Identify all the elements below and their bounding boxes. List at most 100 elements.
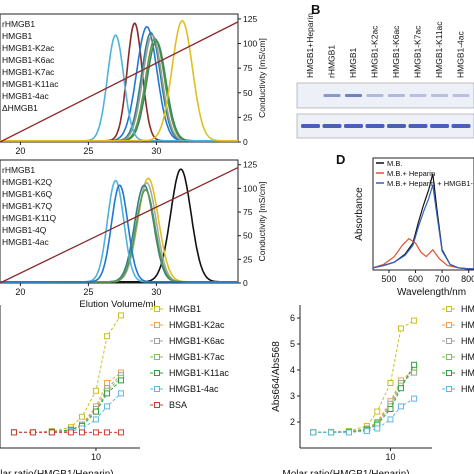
series-line-6 xyxy=(0,184,238,283)
data-point xyxy=(92,387,99,394)
conductivity-line xyxy=(0,166,239,284)
legend-label: HMGB1-4ac xyxy=(2,91,50,101)
lane-label: HMGB1-4ac xyxy=(456,30,466,78)
legend-label: HMGB1-4ac xyxy=(2,237,50,247)
legend-label: rHMGB1 xyxy=(2,19,35,29)
series-line-5 xyxy=(313,398,415,433)
legend-label: BSA xyxy=(169,400,187,410)
legend-label: HMGB1-4ac xyxy=(169,384,219,394)
lane-label: rHMGB1 xyxy=(327,45,337,78)
y-tick-label-right: 100 xyxy=(243,183,257,193)
data-point xyxy=(118,377,125,384)
legend-label: HMGB1-K11ac xyxy=(169,368,229,378)
legend-label: M.B.+ Heparin xyxy=(387,169,435,178)
data-point xyxy=(92,429,99,436)
legend-label: HMGB1-K2ac xyxy=(169,320,225,330)
x-axis-label: Molar ratio(HMGB1/Heparin) xyxy=(0,469,114,474)
series-line-0 xyxy=(14,315,122,433)
lane-label: HMGB1+Heparin xyxy=(305,13,315,78)
legend-marker xyxy=(446,322,452,328)
band-bottom xyxy=(301,124,320,128)
data-point xyxy=(104,333,111,340)
band-bottom xyxy=(408,124,428,128)
data-point xyxy=(328,429,335,436)
chromatogram-bottom: 20 25 30 0 25 50 75 100 125 Conductivity [mS/cm] r… xyxy=(0,159,267,310)
y-tick-label: 2 xyxy=(290,417,295,427)
x-tick-label: 20 xyxy=(15,287,25,297)
x-tick-label: 500 xyxy=(381,274,396,284)
lane-label: HMGB1-K7ac xyxy=(413,25,423,78)
plot-frame xyxy=(372,157,474,271)
data-point xyxy=(397,325,404,332)
x-axis-label: Wavelength/nm xyxy=(397,287,466,298)
x-axis-label: Molar ratio(HMGB1/Heparin) xyxy=(282,469,409,474)
x-tick-label: 600 xyxy=(408,274,423,284)
ratio-chart-right: 2 3 4 5 6 10 HM HM HM HM HM HM Molar ratio(HMGB1/Hep… xyxy=(271,304,474,474)
ratio-chart-left: 10 HMGB1 HMGB1-K2ac HMGB1-K6ac HMGB1-K7ac HMG… xyxy=(0,304,229,474)
legend-label: HM xyxy=(461,336,474,346)
x-tick-label: 20 xyxy=(15,146,25,156)
data-point xyxy=(78,429,85,436)
data-point xyxy=(118,312,125,319)
y-tick-label-right: 50 xyxy=(243,88,253,98)
y-tick-label: 6 xyxy=(290,313,295,323)
y-tick-label: 4 xyxy=(290,365,295,375)
y-tick-label-right: 75 xyxy=(243,207,253,217)
legend-label: HMGB1-K6Q xyxy=(2,189,52,199)
y-tick-label-right: 25 xyxy=(243,254,253,264)
y-tick-label: 5 xyxy=(290,339,295,349)
legend-label: HM xyxy=(461,304,474,314)
band-bottom xyxy=(430,124,449,128)
x-tick-label: 30 xyxy=(151,287,161,297)
data-point xyxy=(78,413,85,420)
data-point xyxy=(387,406,394,412)
band-bottom xyxy=(387,124,406,128)
band-top xyxy=(431,94,448,97)
plot-frame xyxy=(0,13,239,143)
legend-label: HM xyxy=(461,352,474,362)
x-tick-label: 25 xyxy=(83,287,93,297)
y-axis-label: Abs664/Abs568 xyxy=(271,341,282,412)
series-line-0 xyxy=(313,320,415,433)
x-tick-label: 10 xyxy=(385,452,395,462)
legend-label: M.B.+ Heparin + HMGB1- xyxy=(387,179,473,188)
y-axis-label: Absorbance xyxy=(354,187,365,241)
legend-marker xyxy=(154,354,160,360)
legend-marker xyxy=(446,370,452,376)
plot-frame xyxy=(0,159,239,284)
legend-marker xyxy=(154,322,160,328)
data-point xyxy=(118,390,125,397)
data-point xyxy=(411,361,418,368)
band-top xyxy=(323,94,341,97)
y-tick-label-right: 100 xyxy=(243,39,257,49)
band-top xyxy=(409,94,427,97)
y-tick-label-right: 0 xyxy=(243,137,248,147)
series-line-7 xyxy=(0,19,238,142)
band-bottom xyxy=(451,124,471,128)
band-bottom xyxy=(322,124,342,128)
data-point xyxy=(387,416,394,423)
legend-label: HMGB1-K11Q xyxy=(2,213,57,223)
legend-label: HM xyxy=(461,320,474,330)
lane-label: HMGB1-K11ac xyxy=(434,21,444,78)
series-line-3 xyxy=(313,367,415,433)
legend-label: HM xyxy=(461,384,474,394)
data-point xyxy=(345,429,352,436)
data-point xyxy=(397,385,404,392)
series-line-5 xyxy=(14,393,122,433)
panel-label-b: B xyxy=(311,2,320,17)
legend-label: HMGB1-K6ac xyxy=(2,55,55,65)
legend-label: HMGB1-K6ac xyxy=(169,336,225,346)
chromatogram-top: 20 25 30 0 25 50 75 100 125 Conductivity [mS/cm] r… xyxy=(0,13,267,156)
y-tick-label: 3 xyxy=(290,391,295,401)
legend-label: HMGB1-K7ac xyxy=(2,67,55,77)
legend-marker xyxy=(154,306,160,312)
lane-label: HMGB1-K2ac xyxy=(370,25,380,78)
legend-label: HMGB1-K2ac xyxy=(2,43,55,53)
band-top xyxy=(388,94,405,97)
data-point xyxy=(67,429,74,436)
legend-marker xyxy=(154,370,160,376)
data-point xyxy=(104,403,111,410)
series-line-2 xyxy=(372,184,474,270)
